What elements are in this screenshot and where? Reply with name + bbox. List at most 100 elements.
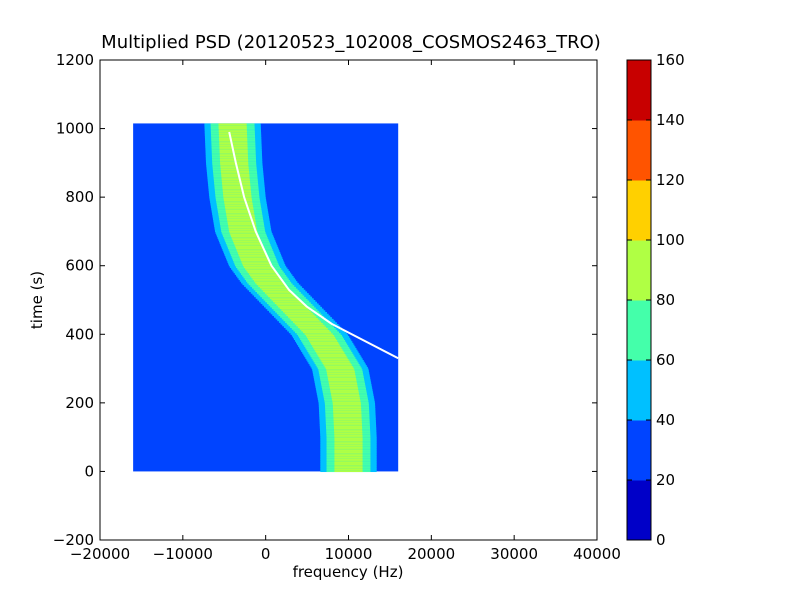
heatmap-band-cell [329,387,359,390]
colorbar-segment [627,480,651,541]
heatmap-band-cell [276,303,305,306]
heatmap-band-cell [332,404,362,407]
heatmap-band-cell [256,282,285,286]
heatmap-band-cell [332,399,361,402]
heatmap-band-cell [236,248,265,251]
heatmap-band-cell [278,305,307,308]
heatmap-band-cell [333,425,363,428]
heatmap-band-cell [227,217,256,221]
heatmap-band-cell [253,279,283,282]
heatmap-band-cell [328,378,357,382]
x-tick-label: 20000 [407,545,455,563]
colorbar-tick-label: 60 [656,351,675,369]
heatmap-band-cell [323,363,352,366]
heatmap-band-cell [319,356,348,359]
heatmap-band-cell [219,145,248,149]
heatmap-band-cell [288,315,317,318]
heatmap-band-cell [334,445,363,449]
colorbar-tick-label: 140 [656,111,685,129]
heatmap-band-cell [334,450,363,454]
heatmap-band-cell [326,370,355,373]
x-tick-label: −20000 [70,545,130,563]
heatmap-band-cell [241,260,270,263]
heatmap-band-cell [259,286,289,289]
heatmap-band-cell [252,277,281,281]
colorbar-segment [627,240,651,301]
heatmap-band-cell [223,198,253,202]
y-tick-label: 400 [65,325,94,343]
heatmap-band-cell [329,385,358,389]
heatmap-band-cell [218,125,247,128]
heatmap-band-cell [334,437,363,440]
heatmap-band-cell [333,426,363,430]
heatmap-band-cell [325,366,354,370]
heatmap-band-cell [218,128,247,131]
heatmap-band-cell [315,349,344,353]
heatmap-band-cell [322,361,351,365]
heatmap-band-cell [333,418,362,421]
heatmap-band-cell [293,320,322,323]
heatmap-band-cell [221,180,251,183]
heatmap-band-cell [332,406,362,409]
heatmap-band-cell [328,382,358,385]
heatmap-band-cell [334,452,363,455]
heatmap-band-cell [242,264,272,267]
heatmap-band-cell [334,459,363,462]
heatmap-band-cell [334,433,363,437]
heatmap-band-cell [221,178,250,181]
heatmap-band-cell [224,204,253,207]
heatmap-band-cell [224,200,253,203]
heatmap-band-cell [334,435,363,438]
heatmap-band-cell [227,219,256,222]
x-tick-label: 10000 [325,545,373,563]
heatmap-band-cell [304,332,333,335]
heatmap-band-cell [263,289,292,293]
heatmap-band-cell [305,334,335,337]
heatmap-band-cell [271,298,300,301]
heatmap-band-cell [327,377,357,380]
heatmap-band-cell [218,126,247,130]
plot-area [133,123,399,473]
y-tick-label: 0 [84,462,94,480]
heatmap-band-cell [296,324,325,327]
y-tick-label: 800 [65,188,94,206]
heatmap-band [204,123,377,473]
heatmap-band-cell [334,438,363,442]
heatmap-band-cell [233,241,262,245]
colorbar-segment [627,420,651,481]
heatmap-band-cell [283,310,312,313]
heatmap-band-cell [324,365,353,368]
y-tick-label: 200 [65,394,94,412]
heatmap-band-cell [321,360,350,363]
heatmap-band-cell [246,269,275,272]
heatmap-band-cell [326,368,355,371]
heatmap-band-cell [320,358,349,361]
heatmap-band-cell [281,308,310,311]
heatmap-band-cell [333,423,362,426]
heatmap-band-cell [225,210,255,214]
heatmap-band-cell [218,135,248,138]
heatmap-band-cell [333,408,362,411]
heatmap-band-cell [331,394,360,397]
heatmap-band-cell [274,301,303,305]
heatmap-band-cell [222,183,251,186]
heatmap-band-cell [218,123,247,126]
x-tick-label: −10000 [153,545,213,563]
heatmap-band-cell [333,420,362,423]
heatmap-band-cell [238,253,267,257]
heatmap-band-cell [334,428,363,431]
heatmap-band-cell [333,414,362,418]
heatmap-band-cell [332,402,361,406]
heatmap-band-cell [222,181,251,185]
heatmap-band-cell [226,212,255,215]
x-tick-label: 30000 [490,545,538,563]
y-tick-label: −200 [53,531,94,549]
y-axis-label: time (s) [28,271,46,329]
heatmap-band-cell [221,174,250,178]
heatmap-band-cell [223,192,252,195]
heatmap-band-cell [299,327,328,330]
heatmap-band-cell [235,246,265,250]
heatmap-band-cell [243,265,273,269]
x-axis-label: frequency (Hz) [293,563,404,581]
colorbar-segment [627,180,651,241]
